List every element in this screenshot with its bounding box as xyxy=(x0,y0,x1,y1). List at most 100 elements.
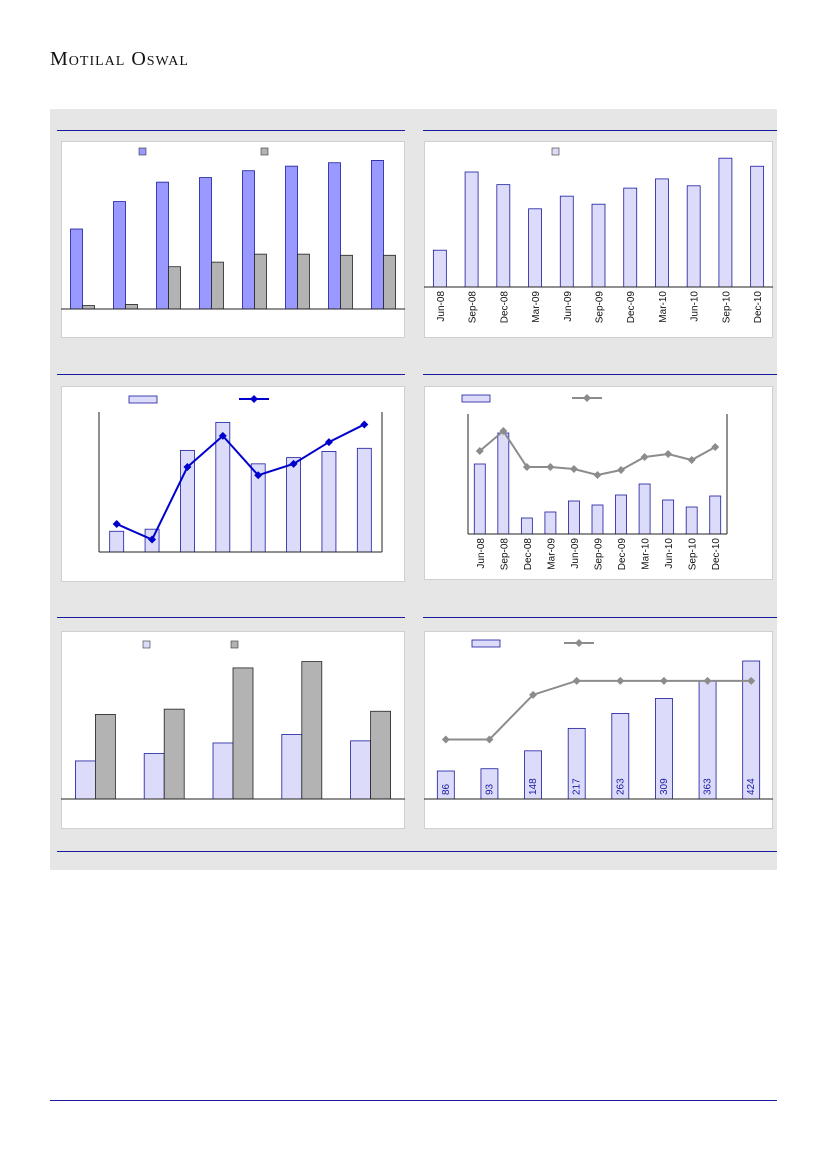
line-point xyxy=(148,535,157,544)
chart-6: 86 93 148 217 263 309 363 424 xyxy=(424,631,773,829)
legend-swatch xyxy=(138,147,147,156)
bar xyxy=(559,195,574,288)
bar xyxy=(297,253,310,310)
x-tick-label: Dec-10 xyxy=(753,291,764,324)
line-point xyxy=(218,431,227,440)
line-point xyxy=(617,466,626,474)
x-tick-label: Dec-09 xyxy=(617,538,628,571)
x-tick-label: Jun-09 xyxy=(570,538,581,569)
x-tick-label: Sep-08 xyxy=(468,291,479,324)
x-tick-label: Dec-08 xyxy=(523,538,534,571)
series-line xyxy=(116,423,365,541)
bar xyxy=(655,178,669,288)
section-rule xyxy=(423,130,777,131)
bar xyxy=(82,305,95,310)
bar xyxy=(464,171,479,288)
section-rule xyxy=(57,851,777,852)
line-point xyxy=(687,456,696,464)
bar xyxy=(232,667,254,800)
bar xyxy=(70,228,83,310)
bar xyxy=(285,165,298,310)
x-tick-label: Mar-09 xyxy=(531,291,542,323)
line-point xyxy=(499,427,508,435)
section-rule xyxy=(423,617,777,618)
bar xyxy=(568,500,580,535)
bar xyxy=(638,483,651,535)
data-label: 263 xyxy=(615,778,626,795)
bar xyxy=(340,254,353,310)
chart-background xyxy=(61,141,405,338)
line-point xyxy=(529,690,538,699)
x-tick-label: Mar-10 xyxy=(641,538,652,570)
data-label: 424 xyxy=(746,778,757,795)
bar xyxy=(143,753,165,800)
bar xyxy=(254,253,267,310)
chart-background xyxy=(424,386,773,580)
bar xyxy=(356,447,372,553)
bar xyxy=(286,457,301,553)
chart-5 xyxy=(61,631,405,829)
legend-swatch xyxy=(471,639,501,648)
bar xyxy=(432,249,447,288)
chart-2: Jun-08 Sep-08 Dec-08 Mar-09 Jun-09 Sep-09 Dec-… xyxy=(424,141,773,338)
line-point xyxy=(112,520,121,528)
line-point xyxy=(254,471,263,480)
bar xyxy=(113,201,126,310)
bar xyxy=(528,208,542,288)
bar xyxy=(163,708,185,800)
legend-swatch xyxy=(260,147,269,156)
bar xyxy=(125,304,138,310)
data-label: 363 xyxy=(703,778,714,795)
section-rule xyxy=(57,617,405,618)
bar xyxy=(496,184,511,288)
bar xyxy=(199,177,212,310)
x-tick-label: Jun-09 xyxy=(563,291,574,322)
data-label: 86 xyxy=(441,783,452,795)
legend-swatch xyxy=(551,147,560,156)
x-tick-label: Mar-10 xyxy=(658,291,669,323)
x-tick-label: Dec-08 xyxy=(499,291,510,324)
x-tick-label: Sep-10 xyxy=(721,291,732,324)
brand-logo-text: Motilal Oswal xyxy=(50,48,189,70)
bar xyxy=(591,504,604,535)
x-tick-label: Dec-10 xyxy=(711,538,722,571)
bar xyxy=(301,661,323,800)
bar xyxy=(718,157,733,288)
line-point xyxy=(747,676,756,685)
bar xyxy=(686,185,701,288)
line-point xyxy=(522,463,531,471)
x-tick-label: Sep-09 xyxy=(594,538,605,571)
bar xyxy=(709,495,722,535)
legend-marker xyxy=(575,639,583,647)
data-label: 148 xyxy=(528,778,539,795)
series-line xyxy=(445,679,752,741)
chart-3 xyxy=(61,386,405,582)
x-tick-label: Jun-10 xyxy=(690,291,701,322)
x-tick-label: Jun-10 xyxy=(664,538,675,569)
line-point xyxy=(485,735,494,744)
bar xyxy=(615,494,627,535)
bar xyxy=(95,714,116,800)
line-point xyxy=(183,462,192,471)
bar xyxy=(520,517,533,535)
x-tick-label: Jun-08 xyxy=(476,538,487,569)
bar xyxy=(497,432,510,535)
bar xyxy=(156,181,169,310)
bar xyxy=(281,734,303,800)
line-point xyxy=(569,465,578,473)
x-tick-label: Mar-09 xyxy=(546,538,557,570)
legend-marker xyxy=(583,394,591,402)
section-rule xyxy=(57,374,405,375)
bar xyxy=(211,261,224,310)
section-rule xyxy=(57,130,405,131)
bar xyxy=(212,742,234,800)
footer-rule xyxy=(50,1100,777,1101)
line-point xyxy=(546,463,555,471)
line-point xyxy=(640,453,649,461)
line-point xyxy=(289,459,298,468)
bar xyxy=(242,170,255,310)
bar xyxy=(328,162,341,310)
bar xyxy=(168,266,181,310)
legend-swatch xyxy=(461,394,491,403)
section-rule xyxy=(423,374,777,375)
